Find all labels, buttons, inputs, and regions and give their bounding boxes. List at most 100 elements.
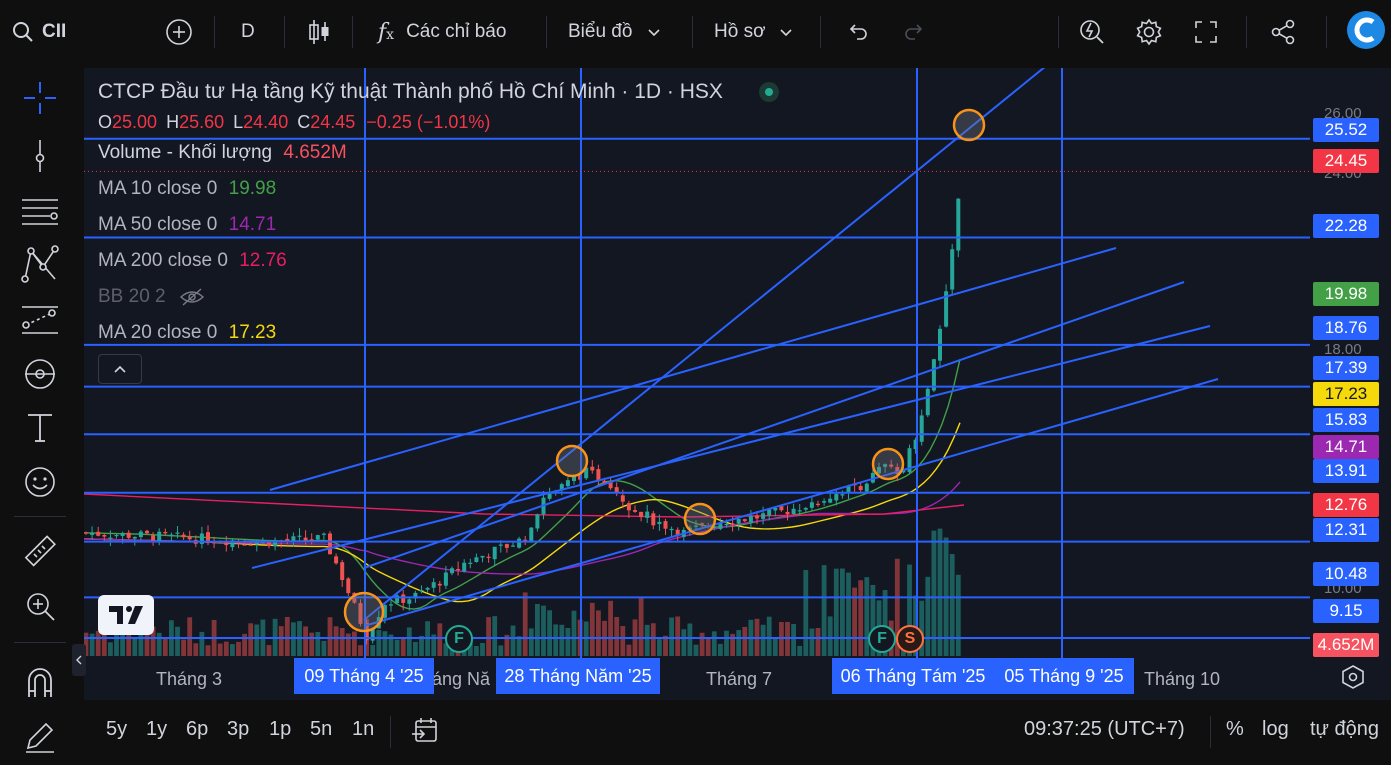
- price-axis-label[interactable]: 17.39: [1313, 356, 1379, 380]
- range-6m-button[interactable]: 6p: [186, 718, 209, 740]
- toolbar-divider: [820, 16, 821, 48]
- candle-body: [321, 533, 326, 535]
- volume-bar: [120, 632, 125, 656]
- volume-bar: [803, 570, 809, 656]
- bb-legend[interactable]: BB 20 2: [98, 286, 205, 308]
- market-status-dot[interactable]: [758, 82, 779, 103]
- emoji-tool[interactable]: [18, 462, 62, 502]
- candle-body: [535, 514, 540, 529]
- ma50-label: MA 50 close 0: [98, 214, 218, 235]
- go-to-date-button[interactable]: [410, 716, 440, 751]
- forecast-tool[interactable]: [18, 300, 62, 340]
- price-axis-label[interactable]: 4.652M: [1313, 633, 1379, 657]
- ma50-legend[interactable]: MA 50 close 0 14.71: [98, 214, 276, 236]
- price-axis-label[interactable]: 12.76: [1313, 493, 1379, 517]
- vertical-line-date-label[interactable]: 28 Tháng Năm '25: [496, 658, 660, 694]
- ohlc-legend: O25.00 H25.60 L24.40 C24.45 −0.25 (−1.01…: [98, 112, 490, 133]
- disc-icon: [25, 359, 55, 389]
- undo-button[interactable]: [846, 14, 870, 50]
- range-1y-button[interactable]: 1y: [146, 718, 168, 740]
- range-1d-button[interactable]: 1n: [352, 718, 375, 740]
- indicators-button[interactable]: fx Các chỉ báo: [378, 14, 506, 50]
- lock-drawings-tool[interactable]: [18, 716, 62, 756]
- price-axis-label[interactable]: 18.76: [1313, 316, 1379, 340]
- volume-bar: [907, 564, 912, 656]
- quick-search-button[interactable]: [1078, 14, 1106, 50]
- chart-pane[interactable]: CTCP Đầu tư Hạ tầng Kỹ thuật Thành phố H…: [72, 68, 1391, 700]
- earnings-event-marker[interactable]: F: [445, 625, 473, 653]
- volume-label: Volume - Khối lượng: [98, 142, 273, 163]
- volume-bar: [492, 616, 498, 656]
- volume-bar: [724, 630, 729, 656]
- range-1m-button[interactable]: 1p: [269, 718, 292, 740]
- earnings-event-marker[interactable]: F: [868, 625, 896, 653]
- zoom-in-tool[interactable]: [18, 586, 62, 626]
- settings-button[interactable]: [1134, 14, 1164, 50]
- price-axis-label[interactable]: 17.23: [1313, 382, 1379, 406]
- percent-scale-button[interactable]: %: [1226, 718, 1244, 740]
- log-scale-button[interactable]: log: [1262, 718, 1289, 740]
- price-axis-label[interactable]: 9.15: [1313, 599, 1379, 623]
- price-axis-label[interactable]: 22.28: [1313, 214, 1379, 238]
- measure-tool[interactable]: [18, 532, 62, 572]
- ma10-legend[interactable]: MA 10 close 0 19.98: [98, 178, 276, 200]
- candle-body: [877, 467, 881, 474]
- split-event-marker[interactable]: S: [896, 625, 924, 653]
- range-3m-button[interactable]: 3p: [227, 718, 250, 740]
- volume-bar: [730, 633, 735, 656]
- fullscreen-button[interactable]: [1192, 14, 1220, 50]
- trend-line-tool[interactable]: [18, 136, 62, 176]
- ma200-legend[interactable]: MA 200 close 0 12.76: [98, 250, 287, 272]
- chart-settings-button[interactable]: [1340, 664, 1366, 695]
- volume-bar: [132, 638, 138, 656]
- compare-button[interactable]: [164, 14, 194, 50]
- price-axis-label[interactable]: 13.91: [1313, 459, 1379, 483]
- candle-body: [267, 542, 271, 547]
- vertical-line-date-label[interactable]: 06 Tháng Tám '25: [832, 658, 994, 694]
- volume-bar: [217, 643, 223, 656]
- ma20-legend[interactable]: MA 20 close 0 17.23: [98, 322, 276, 344]
- text-tool[interactable]: [18, 408, 62, 448]
- volume-legend[interactable]: Volume - Khối lượng 4.652M: [98, 142, 347, 164]
- pattern-tool[interactable]: [18, 244, 62, 284]
- candle-body: [742, 519, 747, 522]
- clock-timezone[interactable]: 09:37:25 (UTC+7): [1024, 718, 1185, 740]
- fib-tool[interactable]: [18, 192, 62, 232]
- broker-logo-button[interactable]: [1346, 11, 1386, 49]
- eye-hidden-icon[interactable]: [179, 287, 205, 307]
- crosshair-tool[interactable]: [18, 78, 62, 118]
- range-5y-button[interactable]: 5y: [106, 718, 128, 740]
- price-axis-label[interactable]: 24.45: [1313, 149, 1379, 173]
- vertical-line-date-label[interactable]: 05 Tháng 9 '25: [994, 658, 1134, 694]
- candle-body: [212, 542, 217, 544]
- brush-tool[interactable]: [18, 354, 62, 394]
- auto-scale-button[interactable]: tự động: [1310, 718, 1379, 740]
- price-chart[interactable]: [84, 68, 1391, 700]
- tradingview-logo[interactable]: [98, 595, 154, 635]
- price-axis-label[interactable]: 14.71: [1313, 435, 1379, 459]
- price-axis-label[interactable]: 25.52: [1313, 118, 1379, 142]
- magnet-tool[interactable]: [18, 662, 62, 702]
- candle-type-button[interactable]: [306, 14, 332, 50]
- candle-body: [846, 485, 851, 494]
- volume-bar: [931, 530, 937, 656]
- toggle-toolbar-handle[interactable]: [72, 644, 86, 676]
- vertical-line-date-label[interactable]: 09 Tháng 4 '25: [294, 658, 434, 694]
- chart-type-dropdown[interactable]: Biểu đồ: [568, 14, 662, 50]
- profile-dropdown[interactable]: Hồ sơ: [714, 14, 794, 50]
- plus-circle-icon: [166, 19, 192, 45]
- volume-bar: [394, 639, 400, 656]
- share-button[interactable]: [1268, 14, 1298, 50]
- collapse-legend-button[interactable]: [98, 354, 142, 384]
- volume-bar: [669, 617, 674, 656]
- price-axis-label[interactable]: 12.31: [1313, 518, 1379, 542]
- interval-button[interactable]: D: [241, 21, 255, 42]
- toolbar-divider: [14, 642, 66, 643]
- redo-button[interactable]: [902, 14, 926, 50]
- price-axis-label[interactable]: 19.98: [1313, 282, 1379, 306]
- price-axis-label[interactable]: 15.83: [1313, 408, 1379, 432]
- price-axis-label[interactable]: 10.48: [1313, 562, 1379, 586]
- symbol-search-button[interactable]: CII: [12, 14, 66, 50]
- volume-bar: [681, 629, 687, 656]
- range-5d-button[interactable]: 5n: [310, 718, 333, 740]
